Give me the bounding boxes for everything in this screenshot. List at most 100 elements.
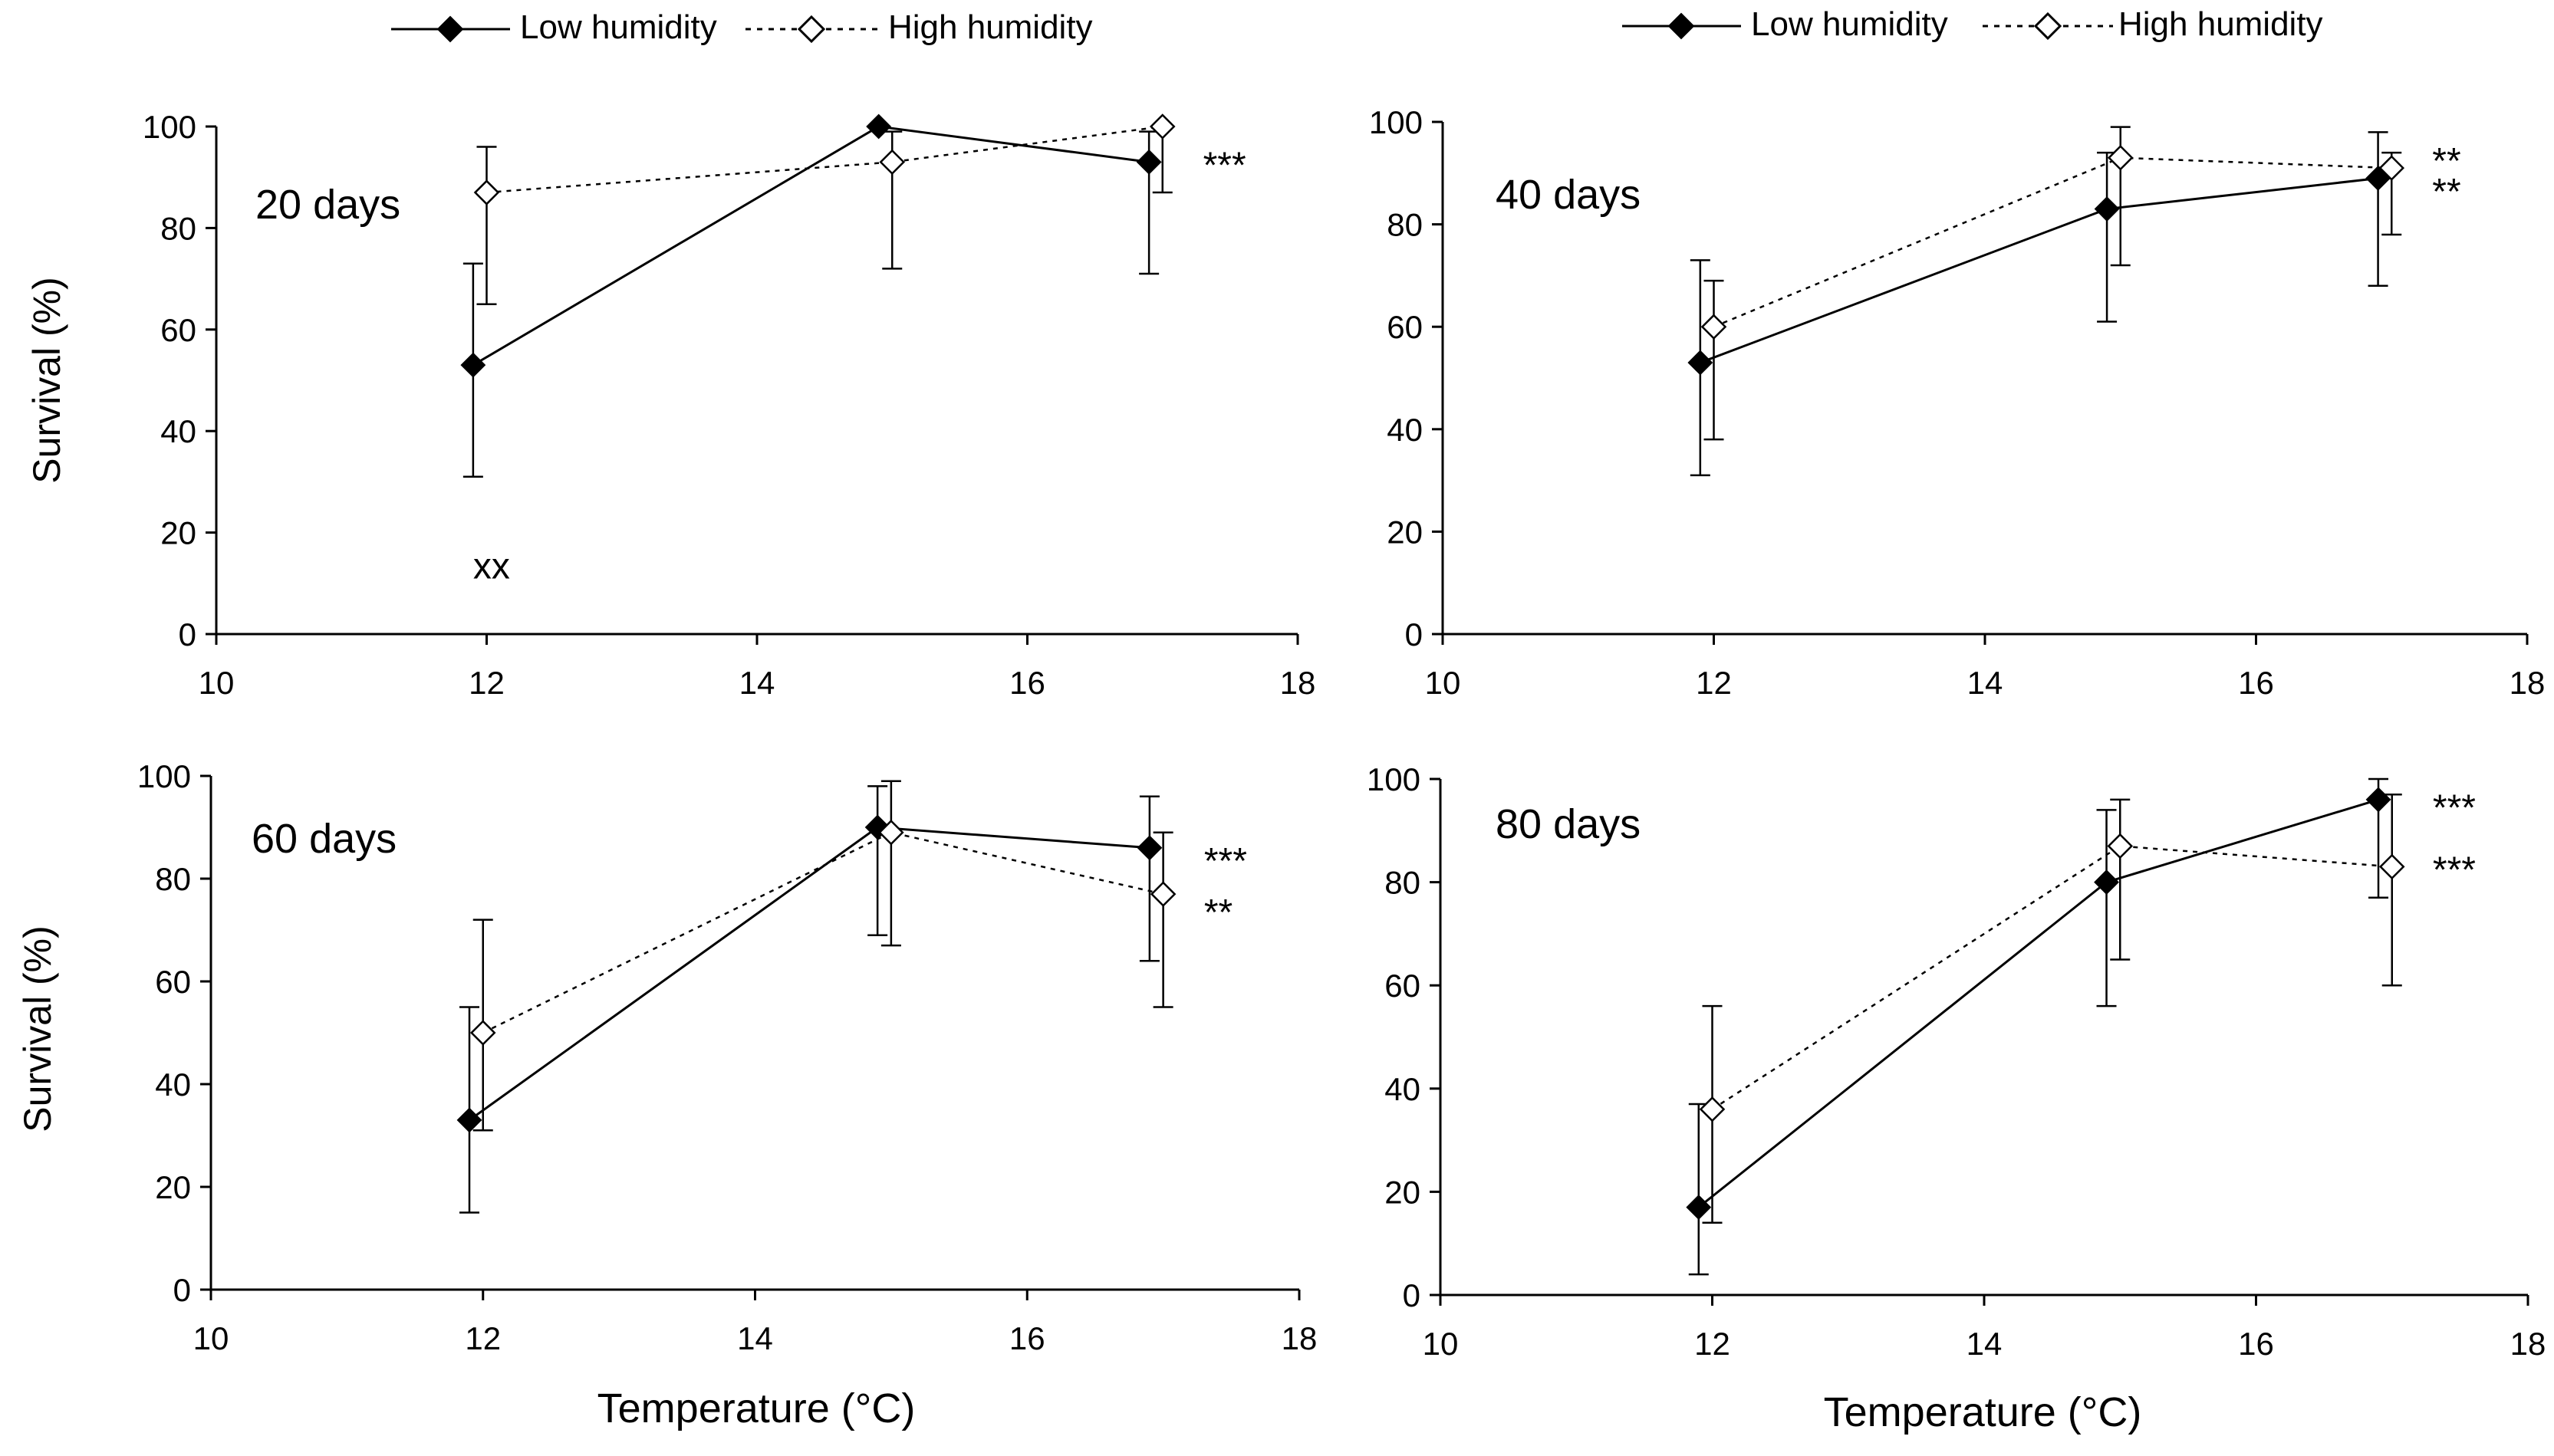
legend-high-marker [797,15,826,44]
y-tick-label: 0 [1405,616,1423,652]
y-tick-label: 0 [173,1272,191,1308]
significance-label: *** [1204,841,1247,882]
y-tick-label: 40 [160,413,196,449]
x-tick-label: 14 [1967,665,2003,701]
x-tick-label: 12 [1694,1326,1730,1362]
legend-left: Low humidity High humidity [391,8,1093,46]
legend-high-label: High humidity [2118,5,2323,43]
y-tick-label: 80 [1387,207,1423,243]
x-tick-label: 18 [2510,1326,2546,1362]
significance-label: *** [2433,850,2476,890]
legend-low-marker [1667,12,1695,40]
marker-low-humidity [460,352,486,378]
significance-label: *** [2433,788,2476,829]
x-tick-label: 16 [2238,665,2274,701]
y-tick-label: 20 [155,1169,191,1205]
series-line-low-humidity [469,826,1150,1122]
legend-low-label: Low humidity [520,8,717,46]
y-tick-label: 100 [143,109,196,145]
y-tick-label: 20 [1384,1174,1420,1210]
y-tick-label: 80 [160,210,196,246]
x-tick-label: 10 [193,1320,229,1356]
x-tick-label: 12 [469,665,505,701]
marker-high-humidity [1700,314,1727,340]
legend-high-marker [2033,12,2062,41]
x-tick-label: 16 [1009,665,1045,701]
series-line-high-humidity [486,125,1163,194]
panel-title: 80 days [1496,801,1641,847]
marker-high-humidity [2107,833,2134,859]
marker-high-humidity [878,819,904,846]
y-tick-label: 80 [1384,865,1420,901]
series-line-high-humidity [1711,845,2392,1110]
legend-low-marker [436,15,464,43]
y-tick-label: 100 [1369,104,1423,140]
x-tick-label: 10 [199,665,235,701]
series-line-low-humidity [1697,798,2379,1208]
panel-40-days: 0 20 40 60 80 100 10 12 14 16 18 40 days **** [1369,104,2545,701]
y-tick-label: 40 [155,1067,191,1103]
x-tick-label: 14 [739,665,775,701]
legend-high-label: High humidity [888,8,1093,46]
y-tick-label: 60 [1384,968,1420,1004]
y-axis-label-top: Survival (%) [25,277,68,483]
marker-low-humidity [2094,869,2119,896]
series-line-low-humidity [472,125,1150,366]
x-axis-label-left: Temperature (°C) [597,1385,916,1431]
panel-title: 20 days [255,182,400,228]
legend-low-label: Low humidity [1751,5,1948,43]
marker-low-humidity [1686,1195,1712,1221]
marker-high-humidity [879,149,906,176]
x-tick-label: 18 [1280,665,1316,701]
x-tick-label: 16 [2238,1326,2274,1362]
y-tick-label: 80 [155,861,191,897]
x-tick-label: 10 [1425,665,1461,701]
marker-high-humidity [1699,1096,1726,1122]
x-tick-label: 14 [1967,1326,2003,1362]
x-tick-label: 16 [1009,1320,1045,1356]
x-tick-label: 18 [2510,665,2546,701]
panel-title: 40 days [1496,172,1641,218]
significance-label: ** [2432,141,2460,182]
marker-low-humidity [1137,835,1163,861]
y-tick-label: 0 [1403,1277,1420,1313]
marker-high-humidity [473,179,500,205]
panel-80-days: 0 20 40 60 80 100 10 12 14 16 18 80 days *** *** [1367,761,2546,1362]
x-axis-label-right: Temperature (°C) [1824,1389,2142,1435]
marker-low-humidity [1136,149,1162,175]
series-line-high-humidity [1713,156,2392,328]
x-tick-label: 12 [1696,665,1732,701]
marker-low-humidity [866,113,892,140]
marker-high-humidity [2107,144,2134,171]
marker-high-humidity [1149,113,1176,140]
series-line-low-humidity [1700,176,2378,364]
y-tick-label: 40 [1387,412,1423,448]
marker-high-humidity [2378,155,2405,181]
marker-high-humidity [469,1020,496,1046]
x-tick-label: 14 [737,1320,773,1356]
marker-high-humidity [2378,853,2405,880]
x-tick-label: 10 [1423,1326,1459,1362]
marker-low-humidity [2365,787,2391,813]
significance-label: ** [1204,892,1233,933]
marker-high-humidity [1150,881,1177,907]
y-tick-label: 100 [1367,761,1420,797]
y-axis-label-bottom: Survival (%) [16,925,59,1132]
legend-right: Low humidity High humidity [1622,5,2323,43]
x-tick-label: 12 [465,1320,501,1356]
y-tick-label: 0 [179,616,196,652]
significance-label: xx [473,546,510,587]
marker-low-humidity [1687,350,1713,376]
y-tick-label: 40 [1384,1071,1420,1107]
y-tick-label: 60 [155,964,191,1000]
y-tick-label: 20 [160,515,196,551]
y-tick-label: 60 [1387,309,1423,345]
series-line-high-humidity [482,831,1163,1034]
y-tick-label: 60 [160,312,196,348]
y-tick-label: 100 [137,758,191,794]
significance-label: ** [2432,172,2460,212]
panel-title: 60 days [252,816,397,862]
y-tick-label: 20 [1387,514,1423,550]
